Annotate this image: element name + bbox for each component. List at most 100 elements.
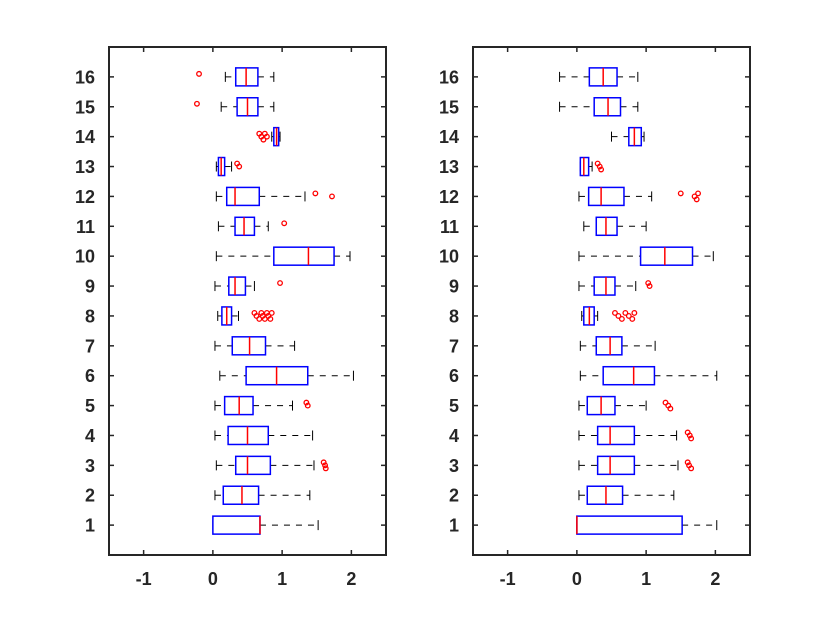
outlier-point (303, 399, 310, 406)
axes-frame (472, 46, 751, 556)
outlier-point (646, 283, 653, 290)
y-tick-label: 4 (85, 426, 95, 446)
outlier-point (631, 309, 638, 316)
box-9 (578, 276, 653, 296)
box-7 (214, 336, 296, 356)
y-tick-label: 14 (75, 127, 95, 147)
outlier-point (281, 220, 288, 227)
box-7 (579, 336, 656, 356)
y-tick-label: 16 (439, 67, 459, 87)
outlier-point (622, 309, 629, 316)
outlier-point (618, 315, 625, 322)
y-tick-label: 8 (85, 306, 95, 326)
box-13 (215, 156, 243, 177)
iqr-box (593, 276, 616, 296)
iqr-box (596, 425, 636, 446)
x-tick-label: 1 (641, 569, 651, 589)
y-tick-label: 13 (439, 157, 459, 177)
x-tick-label: 2 (710, 569, 720, 589)
box-5 (578, 395, 674, 416)
outlier-point (312, 190, 319, 197)
outlier-point (263, 133, 270, 140)
y-tick-label: 16 (75, 67, 95, 87)
outlier-point (693, 196, 700, 203)
box-11 (217, 216, 288, 237)
y-tick-label: 12 (75, 187, 95, 207)
outlier-point (304, 402, 311, 409)
box-5 (214, 395, 311, 416)
iqr-box (576, 515, 683, 535)
y-tick-label: 4 (449, 426, 459, 446)
box-8 (217, 306, 275, 326)
box-4 (578, 425, 695, 446)
outlier-point (667, 405, 674, 412)
y-tick-label: 1 (449, 516, 459, 536)
iqr-box (639, 246, 694, 266)
y-tick-label: 2 (449, 486, 459, 506)
y-tick-label: 10 (439, 247, 459, 267)
y-tick-label: 14 (439, 127, 459, 147)
box-4 (214, 425, 314, 446)
y-tick-label: 7 (85, 336, 95, 356)
box-15 (193, 97, 275, 117)
outlier-point (329, 193, 335, 200)
box-14 (256, 126, 281, 147)
box-3 (578, 455, 695, 476)
outlier-point (320, 459, 327, 466)
y-tick-label: 5 (85, 396, 95, 416)
outlier-point (612, 309, 618, 316)
y-tick-label: 1 (85, 516, 95, 536)
y-tick-label: 15 (439, 97, 459, 117)
y-tick-label: 7 (449, 336, 459, 356)
box-2 (214, 485, 311, 505)
iqr-box (595, 336, 623, 356)
iqr-box (225, 186, 261, 207)
box-1 (212, 515, 319, 535)
y-tick-label: 3 (85, 456, 95, 476)
outlier-point (277, 280, 283, 287)
y-tick-label: 6 (85, 366, 95, 386)
outlier-point (596, 163, 603, 170)
iqr-box (234, 455, 272, 476)
box-11 (583, 216, 647, 237)
x-tick-label: -1 (136, 569, 152, 589)
y-tick-label: 9 (85, 277, 95, 297)
y-tick-label: 10 (75, 247, 95, 267)
iqr-box (228, 276, 247, 296)
x-tick-label: -1 (500, 569, 516, 589)
x-tick-label: 1 (277, 569, 287, 589)
box-3 (215, 455, 329, 476)
box-6 (579, 365, 718, 386)
box-2 (578, 485, 675, 505)
axes-frame (108, 46, 387, 556)
outlier-point (268, 309, 275, 316)
y-tick-label: 5 (449, 396, 459, 416)
outlier-point (236, 163, 243, 170)
y-tick-label: 13 (75, 157, 95, 177)
x-tick-label: 0 (208, 569, 218, 589)
outlier-point (260, 136, 267, 143)
x-tick-label: 0 (572, 569, 582, 589)
box-8 (581, 306, 638, 326)
outlier-point (322, 465, 329, 472)
outlier-point (686, 432, 693, 439)
box-15 (559, 97, 639, 117)
y-tick-label: 2 (85, 486, 95, 506)
outlier-point (688, 465, 695, 472)
outlier-point (256, 315, 263, 322)
outlier-point (261, 315, 268, 322)
outlier-point (684, 459, 691, 466)
outlier-point (629, 315, 636, 322)
y-tick-label: 6 (449, 366, 459, 386)
y-tick-label: 11 (440, 217, 459, 237)
outlier-point (267, 315, 274, 322)
iqr-box (273, 246, 335, 266)
outlier-point (645, 280, 652, 287)
box-10 (578, 246, 714, 266)
outlier-point (677, 190, 684, 197)
box-13 (579, 156, 605, 177)
y-tick-label: 3 (449, 456, 459, 476)
box-14 (611, 126, 645, 147)
